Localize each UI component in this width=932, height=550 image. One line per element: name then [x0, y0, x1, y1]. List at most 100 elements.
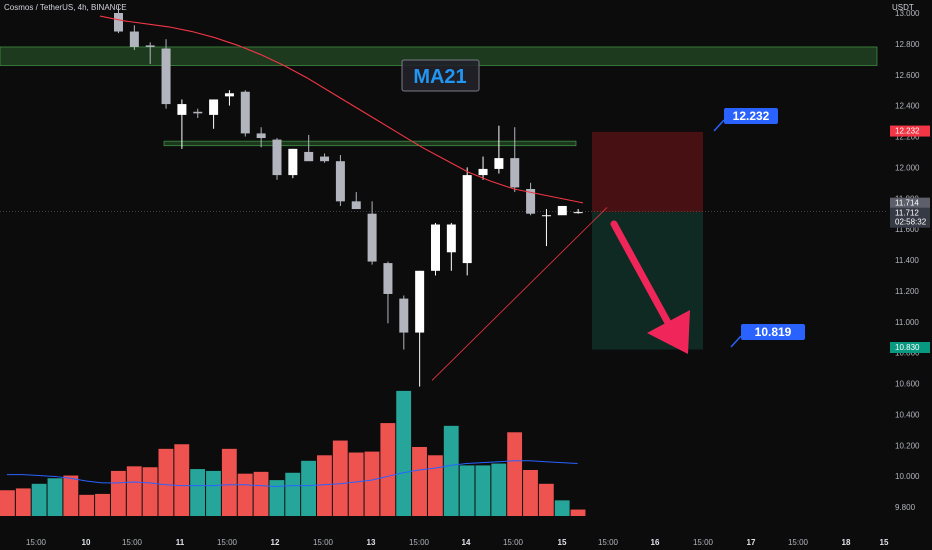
x-tick-label: 13 — [367, 538, 376, 547]
candle-body — [462, 175, 472, 264]
x-tick-label: 15:00 — [788, 538, 809, 547]
last-price-tag: 11.714 — [895, 199, 919, 208]
x-tick-label: 18 — [842, 538, 851, 547]
sl-price-tag: 10.830 — [895, 343, 920, 352]
candle-body — [129, 31, 139, 47]
candle-body — [494, 158, 504, 169]
target-low-label: 10.819 — [755, 325, 792, 339]
ma-label-box — [401, 59, 480, 92]
x-tick-label: 15:00 — [313, 538, 334, 547]
current-price-tag: 11.712 — [895, 209, 919, 218]
y-tick-label: 12.000 — [895, 163, 920, 172]
x-tick-label: 10 — [82, 538, 91, 547]
volume-bar — [364, 451, 380, 516]
volume-bar — [570, 509, 586, 516]
volume-bar — [63, 475, 79, 516]
sl-price-tag-box — [890, 341, 930, 353]
volume-bar — [95, 493, 110, 516]
candle-body — [240, 91, 250, 134]
candle-body — [320, 156, 330, 162]
candle-body — [177, 104, 187, 115]
candle-body — [209, 99, 219, 115]
volume-bar — [412, 447, 427, 516]
candle-body — [478, 168, 488, 176]
candle-body — [526, 188, 536, 214]
candles-layer — [114, 5, 583, 387]
candle-body — [431, 224, 440, 271]
x-tick-label: 15 — [880, 538, 889, 547]
volume-bar — [237, 473, 253, 516]
volume-bar — [491, 463, 507, 516]
x-tick-label: 15:00 — [503, 538, 524, 547]
y-tick-label: 12.800 — [895, 40, 920, 49]
volume-bar — [427, 455, 443, 516]
x-axis: 15:00 10 15:00 11 15:00 12 15:00 13 15:00 14 15:00… — [26, 538, 889, 547]
candle-body — [367, 213, 377, 262]
y-tick-label: 10.600 — [895, 380, 920, 389]
ma-label: MA21 — [413, 66, 466, 88]
symbol-title: Cosmos / TetherUS, 4h, BINANCE — [4, 3, 127, 12]
volume-bar — [126, 466, 142, 516]
y-tick-label: 11.400 — [895, 256, 919, 265]
x-tick-label: 15:00 — [693, 538, 714, 547]
target-low-label-box — [741, 324, 805, 340]
support-trendline — [431, 207, 608, 381]
candle-body — [399, 298, 409, 333]
y-tick-label: 10.400 — [895, 410, 920, 419]
candle-body — [557, 205, 567, 216]
y-tick-label: 13.000 — [895, 9, 920, 18]
target-high-label-box — [724, 108, 778, 124]
candle-body — [224, 93, 234, 97]
x-tick-label: 14 — [462, 538, 471, 547]
volume-bar — [47, 478, 63, 516]
ma21-line — [99, 15, 584, 204]
volume-bar — [221, 448, 237, 516]
x-tick-label: 15 — [558, 538, 567, 547]
volume-bar — [79, 494, 95, 516]
volume-bar — [538, 483, 554, 516]
target-high-label-pointer — [713, 119, 725, 132]
volume-bar — [206, 470, 221, 516]
candle-body — [161, 48, 171, 105]
candle-body — [573, 212, 583, 214]
candle-body — [541, 215, 551, 217]
tp-price-tag: 12.232 — [895, 127, 920, 136]
resistance-zone-mid — [163, 140, 577, 147]
volume-bar — [158, 448, 174, 516]
target-high-label: 12.232 — [733, 109, 770, 123]
volume-bar — [142, 467, 158, 516]
x-tick-label: 17 — [747, 538, 756, 547]
x-tick-label: 16 — [651, 538, 660, 547]
candle-body — [446, 224, 456, 253]
y-tick-label: 10.800 — [895, 349, 920, 358]
risk-zone — [592, 131, 703, 213]
volume-bar — [443, 425, 459, 516]
zones-layer — [0, 46, 878, 350]
candle-body — [383, 263, 393, 294]
volume-bar — [475, 465, 491, 516]
target-low-label-pointer — [730, 335, 742, 348]
candle-body — [510, 158, 520, 188]
x-tick-label: 12 — [271, 538, 280, 547]
x-tick-label: 11 — [176, 538, 185, 547]
volume-bar — [110, 470, 126, 516]
volume-bar — [507, 432, 523, 516]
candle-body — [256, 133, 266, 139]
current-price-tag-box — [890, 207, 930, 228]
x-tick-label: 15:00 — [26, 538, 47, 547]
y-tick-label: 12.200 — [895, 133, 920, 142]
volume-bar — [190, 469, 206, 516]
volume-bar — [348, 452, 364, 516]
volume-layer — [0, 390, 586, 516]
volume-bar — [269, 480, 285, 516]
volume-bar — [285, 472, 301, 516]
volume-bar — [31, 483, 47, 516]
last-price-tag-box — [890, 197, 930, 209]
y-tick-label: 9.800 — [895, 503, 916, 512]
y-tick-label: 11.600 — [895, 225, 919, 234]
candle-body — [114, 13, 123, 32]
y-tick-label: 10.200 — [895, 441, 920, 450]
volume-bar — [332, 440, 348, 516]
volume-bar — [523, 470, 538, 516]
